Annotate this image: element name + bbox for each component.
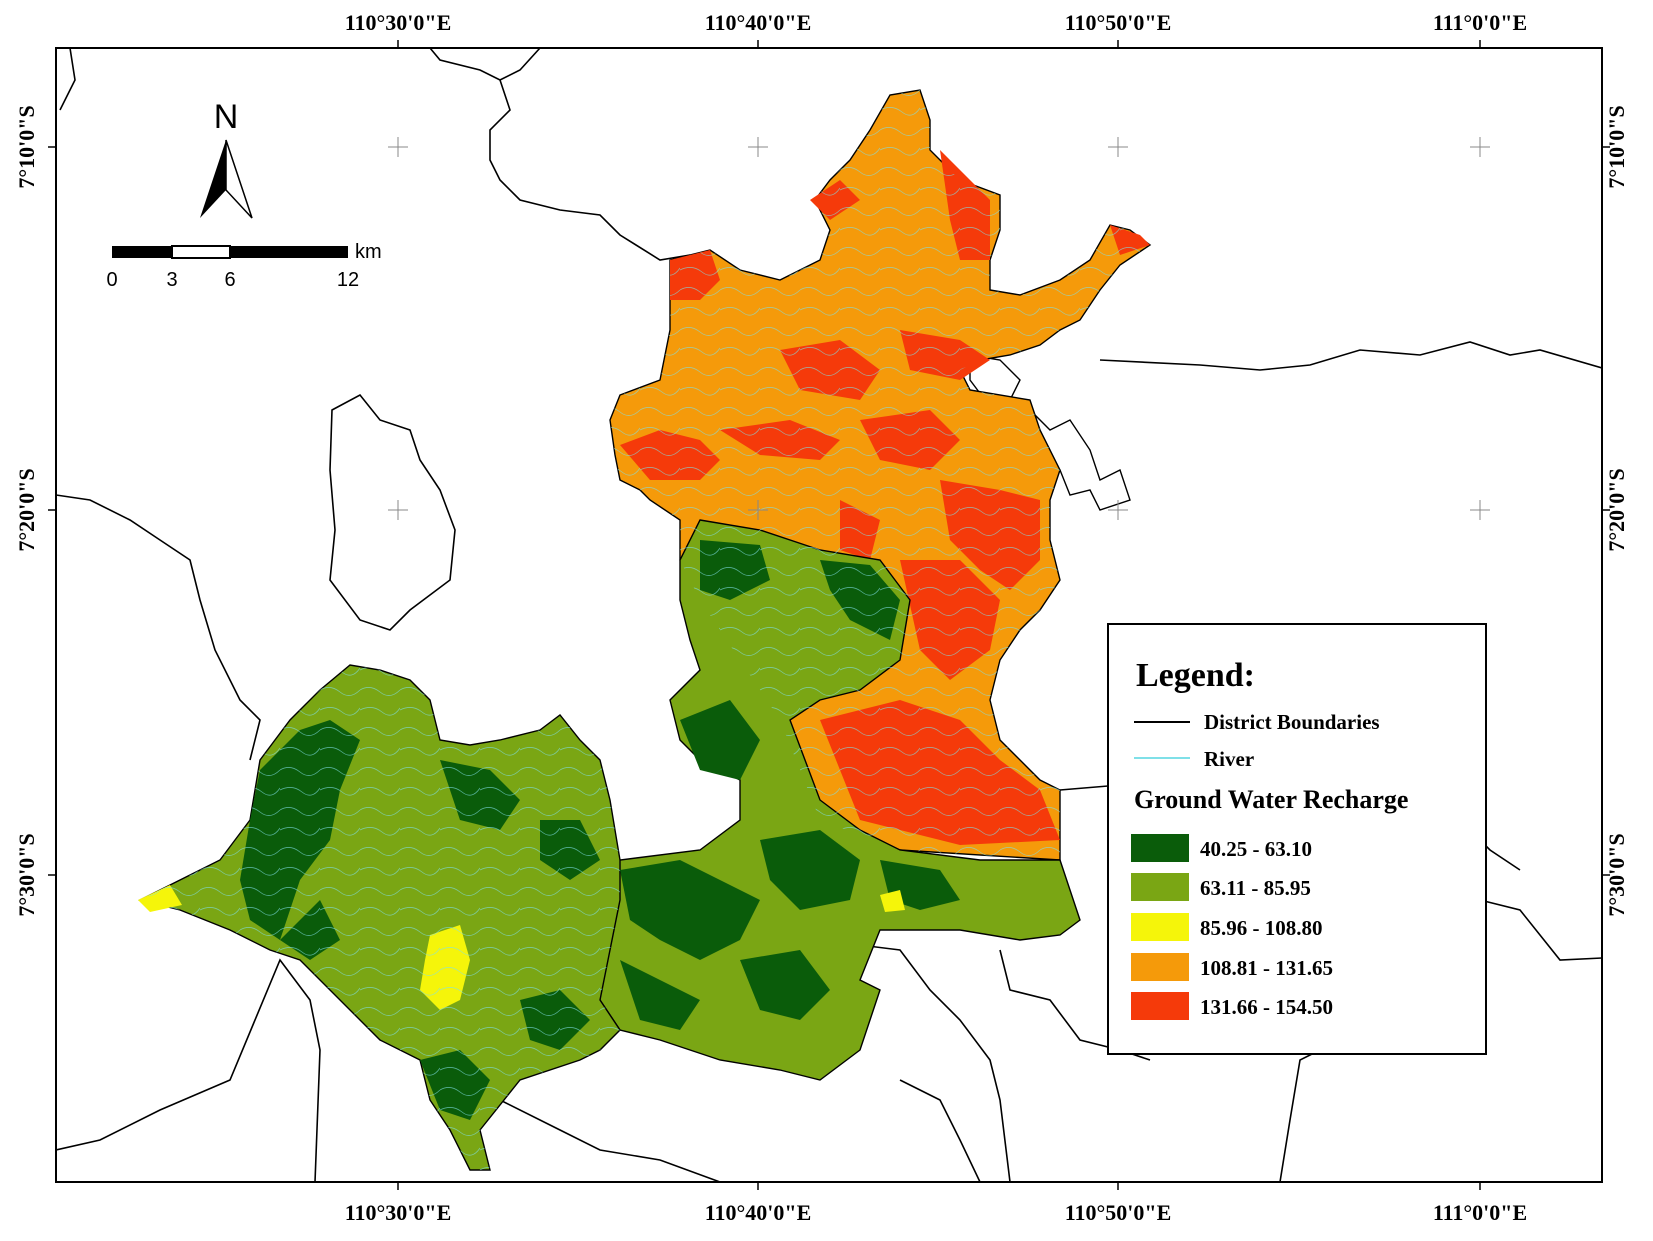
class-label: 63.11 - 85.95 [1200, 876, 1311, 900]
class-label: 108.81 - 131.65 [1200, 956, 1333, 980]
right-lat-label: 7°10'0"S [1604, 105, 1629, 188]
bottom-lon-label: 110°40'0"E [705, 1200, 812, 1225]
north-arrow-icon: N [200, 98, 253, 219]
scale-tick-label: 6 [224, 269, 235, 291]
class-swatch [1131, 953, 1189, 981]
right-lat-label: 7°30'0"S [1604, 833, 1629, 916]
legend-line-label: River [1204, 747, 1254, 771]
class-swatch [1131, 992, 1189, 1020]
scale-bar: km 0 3 6 12 [106, 241, 381, 291]
river-network [140, 90, 1150, 1170]
top-lon-label: 110°50'0"E [1065, 10, 1172, 35]
top-lon-label: 111°0'0"E [1433, 10, 1527, 35]
class-label: 131.66 - 154.50 [1200, 995, 1333, 1019]
bottom-lon-label: 111°0'0"E [1433, 1200, 1527, 1225]
class-swatch [1131, 913, 1189, 941]
class-label: 85.96 - 108.80 [1200, 916, 1323, 940]
scale-tick-label: 12 [337, 269, 359, 291]
class-swatch [1131, 873, 1189, 901]
legend-recharge-title: Ground Water Recharge [1134, 785, 1408, 814]
left-lat-label: 7°10'0"S [14, 105, 39, 188]
bottom-lon-label: 110°30'0"E [345, 1200, 452, 1225]
left-lat-label: 7°30'0"S [14, 833, 39, 916]
legend-line-label: District Boundaries [1204, 710, 1380, 734]
legend: Legend: District Boundaries River Ground… [1107, 623, 1487, 1055]
graticule-crosses [388, 137, 1490, 520]
legend-title: Legend: [1136, 657, 1255, 694]
class-label: 40.25 - 63.10 [1200, 837, 1312, 861]
scale-tick-label: 0 [106, 269, 117, 291]
right-lat-label: 7°20'0"S [1604, 468, 1629, 551]
top-lon-label: 110°30'0"E [345, 10, 452, 35]
north-letter: N [214, 98, 239, 136]
scale-unit: km [355, 241, 382, 263]
bottom-lon-label: 110°50'0"E [1065, 1200, 1172, 1225]
class-swatch [1131, 834, 1189, 862]
top-lon-label: 110°40'0"E [705, 10, 812, 35]
left-lat-label: 7°20'0"S [14, 468, 39, 551]
scale-tick-label: 3 [166, 269, 177, 291]
frame-ticks [48, 40, 1610, 1190]
